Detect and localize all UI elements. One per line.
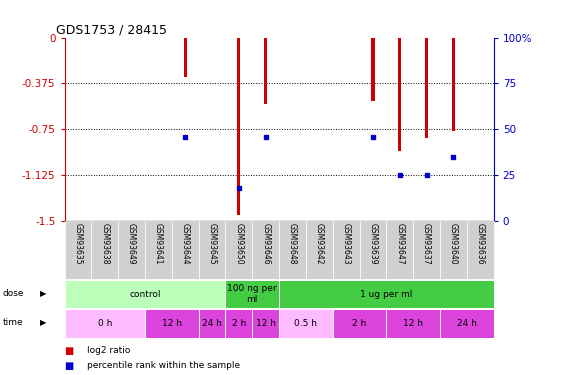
Text: GSM93636: GSM93636 [476,223,485,265]
Text: GSM93649: GSM93649 [127,223,136,265]
Text: ■: ■ [65,361,73,370]
Text: 12 h: 12 h [162,319,182,328]
Bar [252,221,279,279]
Text: time: time [3,318,24,327]
Text: GSM93644: GSM93644 [181,223,190,265]
Text: GSM93647: GSM93647 [396,223,404,265]
Bar [440,221,467,279]
Text: GDS1753 / 28415: GDS1753 / 28415 [56,23,167,36]
Bar [333,221,360,279]
Bar [279,280,494,308]
Bar [252,309,279,338]
Text: dose: dose [3,289,24,298]
Bar [172,221,199,279]
Text: 24 h: 24 h [202,319,222,328]
Bar [237,38,241,215]
Text: GSM93650: GSM93650 [234,223,243,265]
Bar [467,221,494,279]
Bar [226,280,279,308]
Text: 1 ug per ml: 1 ug per ml [360,290,412,298]
Bar [452,38,455,130]
Text: 2 h: 2 h [352,319,367,328]
Text: GSM93635: GSM93635 [73,223,82,265]
Text: GSM93639: GSM93639 [369,223,378,265]
Text: GSM93641: GSM93641 [154,223,163,264]
Bar [199,309,226,338]
Text: GSM93646: GSM93646 [261,223,270,265]
Text: log2 ratio: log2 ratio [87,346,130,355]
Text: 0 h: 0 h [98,319,112,328]
Bar [226,221,252,279]
Bar [226,309,252,338]
Text: control: control [129,290,161,298]
Text: GSM93648: GSM93648 [288,223,297,264]
Text: ▶: ▶ [40,289,47,298]
Bar [413,221,440,279]
Text: 24 h: 24 h [457,319,477,328]
Bar [387,221,413,279]
Bar [145,309,199,338]
Bar [440,309,494,338]
Text: GSM93638: GSM93638 [100,223,109,264]
Text: GSM93640: GSM93640 [449,223,458,265]
Bar [425,38,428,138]
Bar [65,309,145,338]
Text: 100 ng per
ml: 100 ng per ml [227,285,277,304]
Text: percentile rank within the sample: percentile rank within the sample [87,361,240,370]
Text: GSM93637: GSM93637 [422,223,431,265]
Bar [91,221,118,279]
Text: 2 h: 2 h [232,319,246,328]
Text: GSM93642: GSM93642 [315,223,324,264]
Bar [333,309,387,338]
Bar [306,221,333,279]
Bar [360,221,387,279]
Text: 12 h: 12 h [256,319,275,328]
Bar [183,38,187,77]
Bar [279,221,306,279]
Bar [264,38,267,104]
Text: 0.5 h: 0.5 h [295,319,318,328]
Text: GSM93645: GSM93645 [208,223,217,265]
Bar [199,221,226,279]
Text: ▶: ▶ [40,318,47,327]
Bar [145,221,172,279]
Bar [279,309,333,338]
Text: 12 h: 12 h [403,319,423,328]
Bar [65,221,91,279]
Bar [118,221,145,279]
Text: GSM93643: GSM93643 [342,223,351,265]
Bar [65,280,226,308]
Bar [398,38,402,152]
Text: ■: ■ [65,346,73,355]
Bar [387,309,440,338]
Bar [371,38,375,101]
